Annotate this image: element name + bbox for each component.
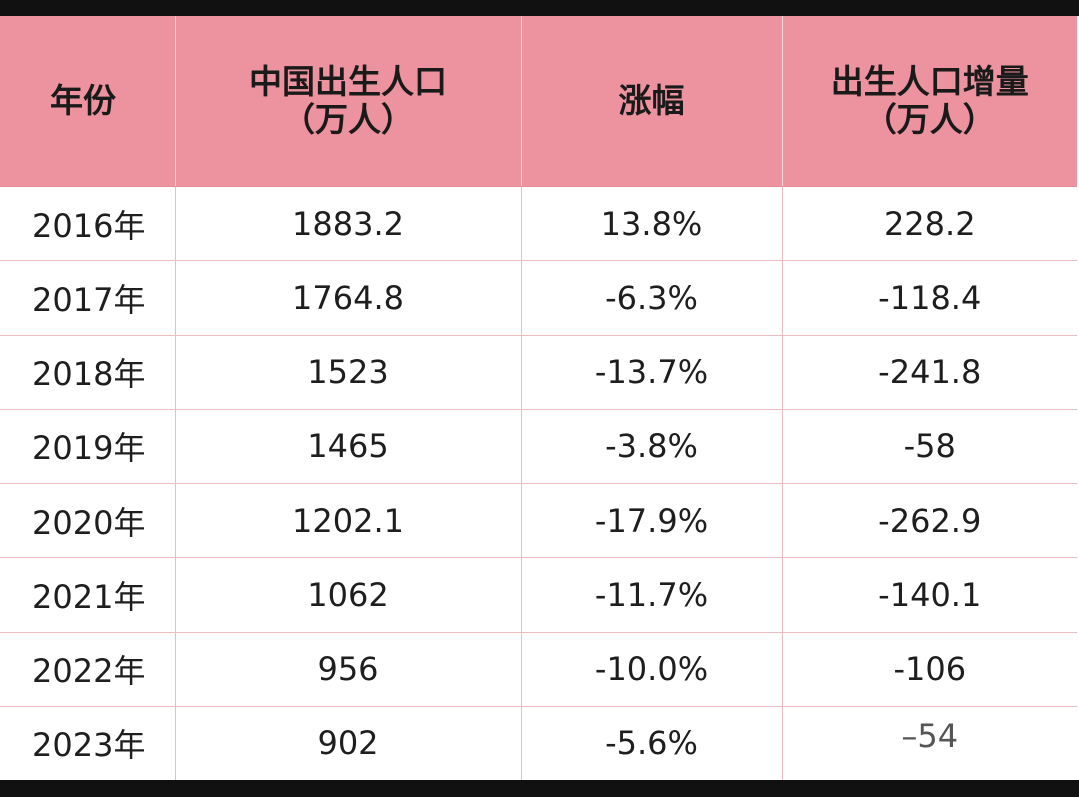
change-cell: -5.6% <box>521 706 783 780</box>
increase-cell: -241.8 <box>782 335 1077 410</box>
header-line: 出生人口增量 <box>830 62 1029 101</box>
change-cell: -6.3% <box>521 260 783 336</box>
births-cell: 956 <box>175 632 522 707</box>
year-cell: 2016年 <box>0 186 176 262</box>
births-cell: 1883.2 <box>175 186 522 262</box>
year-cell: 2021年 <box>0 557 176 633</box>
year-cell: 2019年 <box>0 409 176 485</box>
table-row: 2020年 1202.1 -17.9% -262.9 <box>0 483 1077 559</box>
increase-cell: -106 <box>782 632 1077 707</box>
table-row: 2023年 902 -5.6% –54 <box>0 706 1077 780</box>
header-year: 年份 <box>0 16 176 187</box>
births-cell: 1202.1 <box>175 483 522 559</box>
increase-cell: -118.4 <box>782 260 1077 336</box>
header-unit-line: （万人） <box>282 100 414 139</box>
births-cell: 1465 <box>175 409 522 485</box>
increase-cell: -140.1 <box>782 557 1077 633</box>
year-cell: 2020年 <box>0 483 176 559</box>
change-cell: -3.8% <box>521 409 783 485</box>
year-cell: 2017年 <box>0 260 176 336</box>
header-line: 涨幅 <box>618 81 685 120</box>
birth-population-table-container: 年份 中国出生人口 （万人） 涨幅 出生人口增量 （万人） 2016年 1883… <box>0 16 1079 780</box>
table-row: 2019年 1465 -3.8% -58 <box>0 409 1077 485</box>
change-cell: -10.0% <box>521 632 783 707</box>
change-cell: -13.7% <box>521 335 783 410</box>
header-unit-line: （万人） <box>863 100 996 139</box>
increase-cell: 228.2 <box>782 186 1077 262</box>
table-row: 2017年 1764.8 -6.3% -118.4 <box>0 260 1077 336</box>
header-row: 年份 中国出生人口 （万人） 涨幅 出生人口增量 （万人） <box>0 16 1077 187</box>
table-row: 2016年 1883.2 13.8% 228.2 <box>0 186 1077 262</box>
table-row: 2018年 1523 -13.7% -241.8 <box>0 335 1077 410</box>
increase-cell: -262.9 <box>782 483 1077 559</box>
table-row: 2022年 956 -10.0% -106 <box>0 632 1077 707</box>
header-line: 年份 <box>50 81 116 120</box>
header-increase: 出生人口增量 （万人） <box>782 16 1077 187</box>
birth-population-table: 年份 中国出生人口 （万人） 涨幅 出生人口增量 （万人） 2016年 1883… <box>0 16 1077 780</box>
year-cell: 2023年 <box>0 706 176 780</box>
births-cell: 902 <box>175 706 522 780</box>
births-cell: 1764.8 <box>175 260 522 336</box>
change-cell: -11.7% <box>521 557 783 633</box>
table-row: 2021年 1062 -11.7% -140.1 <box>0 557 1077 633</box>
increase-cell: -58 <box>782 409 1077 485</box>
header-births: 中国出生人口 （万人） <box>175 16 522 187</box>
increase-value: –54 <box>901 717 959 756</box>
change-cell: 13.8% <box>521 186 783 262</box>
year-cell: 2018年 <box>0 335 176 410</box>
births-cell: 1523 <box>175 335 522 410</box>
header-change: 涨幅 <box>521 16 783 187</box>
header-line: 中国出生人口 <box>249 62 447 101</box>
births-cell: 1062 <box>175 557 522 633</box>
increase-cell: –54 <box>782 706 1077 780</box>
year-cell: 2022年 <box>0 632 176 707</box>
change-cell: -17.9% <box>521 483 783 559</box>
